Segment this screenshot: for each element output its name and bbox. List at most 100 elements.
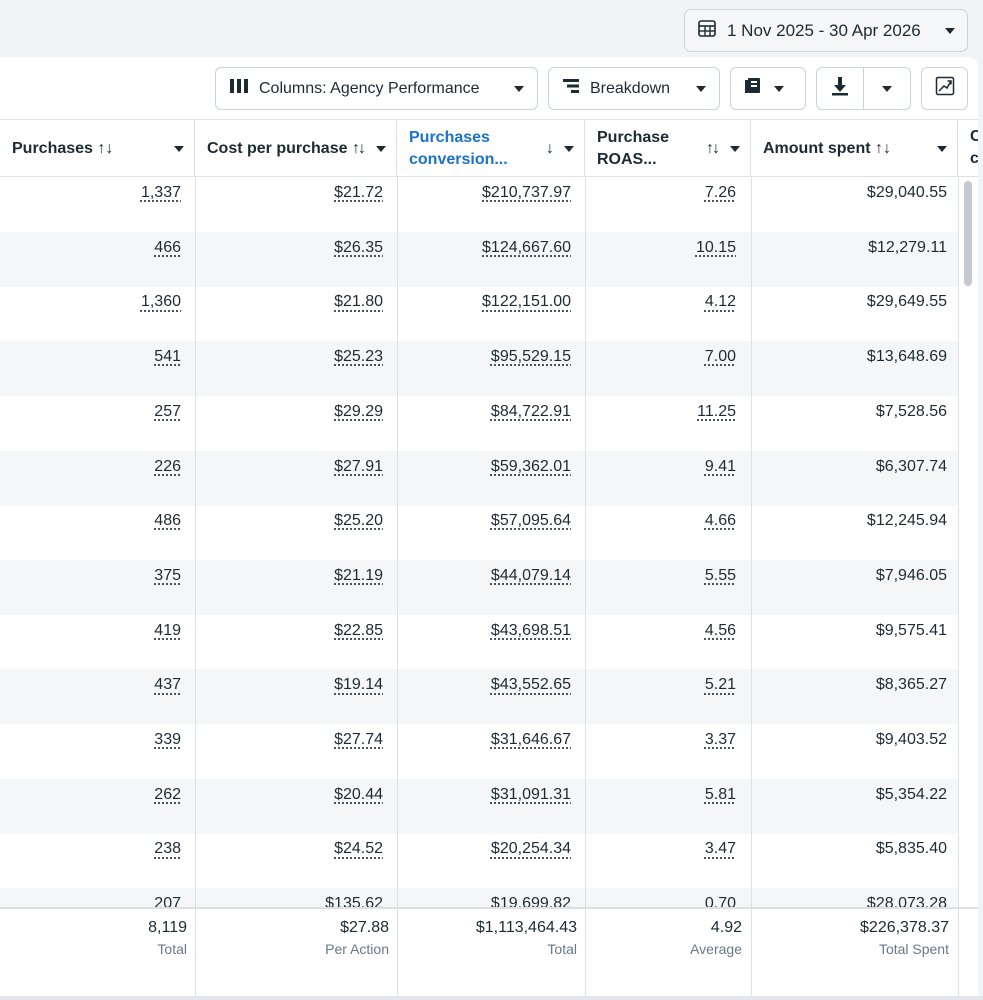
cell-cpp[interactable]: $27.74 — [195, 724, 383, 779]
table-row[interactable]: 541 $25.23 $95,529.15 7.00 $13,648.69 — [0, 341, 958, 397]
columns-icon — [229, 78, 249, 99]
cell-purchases[interactable]: 1,360 — [0, 286, 181, 341]
table-row[interactable]: 1,360 $21.80 $122,151.00 4.12 $29,649.55 — [0, 286, 958, 341]
cell-roas[interactable]: 11.25 — [585, 396, 736, 451]
cell-purchases[interactable]: 375 — [0, 560, 181, 615]
sort-descending-icon[interactable]: ↓ — [546, 139, 554, 157]
cell-cpp[interactable]: $21.19 — [195, 560, 383, 615]
cell-pcv[interactable]: $43,698.51 — [397, 615, 571, 670]
cell-pcv[interactable]: $59,362.01 — [397, 451, 571, 506]
cell-pcv[interactable]: $57,095.64 — [397, 505, 571, 560]
date-range-picker[interactable]: 1 Nov 2025 - 30 Apr 2026 — [684, 9, 968, 52]
cell-cpp[interactable]: $24.52 — [195, 833, 383, 888]
cell-roas[interactable]: 4.12 — [585, 286, 736, 341]
table-row[interactable]: 1,337 $21.72 $210,737.97 7.26 $29,040.55 — [0, 177, 958, 232]
cell-value: $20,254.34 — [490, 840, 571, 858]
breakdown-button[interactable]: Breakdown — [548, 67, 720, 110]
cell-cpp[interactable]: $25.23 — [195, 341, 383, 396]
cell-value: $27.91 — [334, 457, 383, 475]
cell-cpp[interactable]: $135.62 — [195, 888, 383, 907]
table-row[interactable]: 226 $27.91 $59,362.01 9.41 $6,307.74 — [0, 450, 958, 506]
cell-roas[interactable]: 4.56 — [585, 615, 736, 670]
cell-cpp[interactable]: $25.20 — [195, 505, 383, 560]
columns-button[interactable]: Columns: Agency Performance — [215, 67, 538, 110]
cell-roas[interactable]: 5.81 — [585, 779, 736, 834]
column-header-purchases-conversion-value[interactable]: Purchases conversion... ↓ — [397, 120, 585, 177]
table-row[interactable]: 419 $22.85 $43,698.51 4.56 $9,575.41 — [0, 615, 958, 670]
cell-purchases[interactable]: 257 — [0, 396, 181, 451]
cell-value: $24.52 — [334, 840, 383, 858]
cell-purchases[interactable]: 339 — [0, 724, 181, 779]
export-menu-button[interactable] — [864, 68, 910, 109]
chevron-down-icon[interactable] — [174, 145, 184, 152]
chevron-down-icon[interactable] — [730, 145, 740, 152]
table-row[interactable]: 238 $24.52 $20,254.34 3.47 $5,835.40 — [0, 833, 958, 888]
cell-roas[interactable]: 5.21 — [585, 669, 736, 724]
cell-roas[interactable]: 10.15 — [585, 232, 736, 287]
cell-pcv[interactable]: $20,254.34 — [397, 833, 571, 888]
sort-icon[interactable]: ↑↓ — [706, 139, 720, 157]
cell-purchases[interactable]: 541 — [0, 341, 181, 396]
cell-roas[interactable]: 0.70 — [585, 888, 736, 907]
cell-value: 9.41 — [704, 457, 736, 475]
cell-pcv[interactable]: $122,151.00 — [397, 286, 571, 341]
reports-button[interactable] — [730, 67, 806, 110]
cell-cpp[interactable]: $21.80 — [195, 286, 383, 341]
cell-purchases[interactable]: 207 — [0, 888, 181, 907]
cell-pcv[interactable]: $44,079.14 — [397, 560, 571, 615]
chevron-down-icon — [696, 85, 706, 92]
cell-purchases[interactable]: 1,337 — [0, 177, 181, 232]
chevron-down-icon[interactable] — [376, 145, 386, 152]
sort-icon[interactable]: ↑↓ — [352, 139, 366, 157]
vertical-scrollbar[interactable] — [964, 181, 972, 286]
cell-purchases[interactable]: 238 — [0, 833, 181, 888]
cell-roas[interactable]: 5.55 — [585, 560, 736, 615]
cell-pcv[interactable]: $210,737.97 — [397, 177, 571, 232]
cell-pcv[interactable]: $95,529.15 — [397, 341, 571, 396]
table-row[interactable]: 207 $135.62 $19,699.82 0.70 $28,073.28 — [0, 888, 958, 907]
cell-pcv[interactable]: $124,667.60 — [397, 232, 571, 287]
table-row[interactable]: 375 $21.19 $44,079.14 5.55 $7,946.05 — [0, 559, 958, 615]
cell-cpp[interactable]: $27.91 — [195, 451, 383, 506]
table-row[interactable]: 437 $19.14 $43,552.65 5.21 $8,365.27 — [0, 669, 958, 725]
cell-value: 5.55 — [704, 566, 736, 584]
cell-cpp[interactable]: $21.72 — [195, 177, 383, 232]
cell-purchases[interactable]: 419 — [0, 615, 181, 670]
cell-purchases[interactable]: 262 — [0, 779, 181, 834]
cell-purchases[interactable]: 226 — [0, 451, 181, 506]
cell-purchases[interactable]: 466 — [0, 232, 181, 287]
cell-cpp[interactable]: $19.14 — [195, 669, 383, 724]
table-row[interactable]: 466 $26.35 $124,667.60 10.15 $12,279.11 — [0, 231, 958, 287]
table-row[interactable]: 257 $29.29 $84,722.91 11.25 $7,528.56 — [0, 396, 958, 451]
cell-cpp[interactable]: $29.29 — [195, 396, 383, 451]
cell-purchases[interactable]: 486 — [0, 505, 181, 560]
cell-cpp[interactable]: $20.44 — [195, 779, 383, 834]
export-button[interactable] — [817, 68, 864, 109]
cell-cpp[interactable]: $22.85 — [195, 615, 383, 670]
cell-roas[interactable]: 7.26 — [585, 177, 736, 232]
cell-roas[interactable]: 4.66 — [585, 505, 736, 560]
column-header-purchase-roas[interactable]: Purchase ROAS... ↑↓ — [585, 120, 751, 177]
cell-cpp[interactable]: $26.35 — [195, 232, 383, 287]
column-header-clipped[interactable]: C c — [970, 128, 978, 167]
column-divider — [585, 177, 586, 907]
cell-pcv[interactable]: $31,646.67 — [397, 724, 571, 779]
column-header-purchases[interactable]: Purchases ↑↓ — [0, 120, 195, 177]
cell-roas[interactable]: 9.41 — [585, 451, 736, 506]
table-row[interactable]: 339 $27.74 $31,646.67 3.37 $9,403.52 — [0, 724, 958, 779]
cell-pcv[interactable]: $31,091.31 — [397, 779, 571, 834]
cell-roas[interactable]: 3.47 — [585, 833, 736, 888]
cell-roas[interactable]: 3.37 — [585, 724, 736, 779]
chevron-down-icon[interactable] — [937, 145, 947, 152]
cell-roas[interactable]: 7.00 — [585, 341, 736, 396]
column-header-cost-per-purchase[interactable]: Cost per purchase ↑↓ — [195, 120, 397, 177]
chevron-down-icon[interactable] — [564, 145, 574, 152]
cell-pcv[interactable]: $43,552.65 — [397, 669, 571, 724]
cell-pcv[interactable]: $84,722.91 — [397, 396, 571, 451]
table-row[interactable]: 262 $20.44 $31,091.31 5.81 $5,354.22 — [0, 778, 958, 834]
cell-pcv[interactable]: $19,699.82 — [397, 888, 571, 907]
column-header-amount-spent[interactable]: Amount spent ↑↓ — [751, 120, 958, 177]
cell-purchases[interactable]: 437 — [0, 669, 181, 724]
chart-view-button[interactable] — [921, 67, 968, 110]
table-row[interactable]: 486 $25.20 $57,095.64 4.66 $12,245.94 — [0, 505, 958, 560]
